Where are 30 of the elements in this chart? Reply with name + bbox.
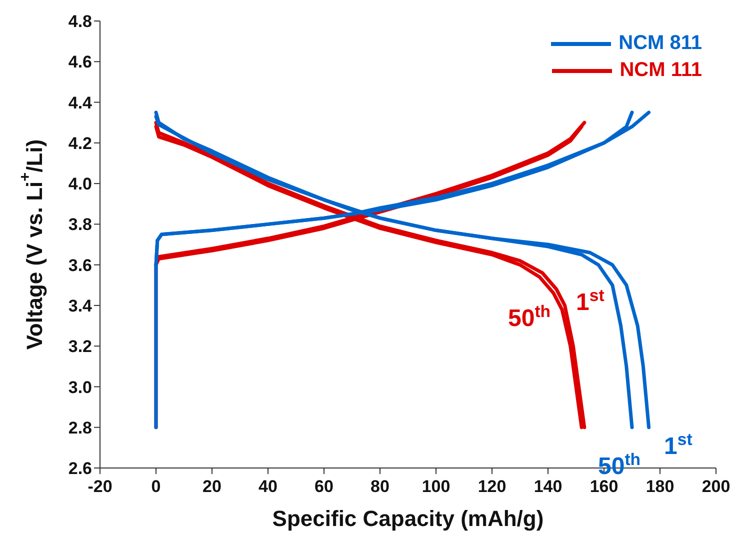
x-tick-label: 60 <box>314 477 334 496</box>
x-tick-label: 140 <box>534 477 562 496</box>
y-tick-label: 4.2 <box>68 134 92 153</box>
y-tick-label: 3.4 <box>68 296 93 316</box>
x-tick-label: 40 <box>258 477 278 496</box>
y-tick-label: 3.8 <box>68 215 92 234</box>
x-tick-label: 160 <box>590 477 618 496</box>
y-tick-label: 3.6 <box>68 256 92 275</box>
y-tick-label: 4.6 <box>68 52 92 72</box>
y-tick-label: 2.8 <box>68 418 92 438</box>
x-tick-label: -20 <box>88 477 112 496</box>
x-tick-label: 200 <box>702 477 730 496</box>
x-tick-label: 180 <box>646 477 674 496</box>
y-tick-label: 3.2 <box>68 337 92 356</box>
x-tick-label: 80 <box>370 477 390 496</box>
annotation: 1$^{st}$ <box>576 286 605 316</box>
y-tick-label: 2.6 <box>68 459 92 478</box>
annotation: 50$^{th}$ <box>508 302 551 332</box>
x-tick-label: 100 <box>422 477 450 496</box>
x-axis-title: Specific Capacity (mAh/g) <box>272 506 544 531</box>
y-tick-label: 4.8 <box>68 12 92 32</box>
legend-label: NCM 111 <box>620 59 702 82</box>
legend-label: NCM 811 <box>618 32 702 55</box>
x-tick-label: 20 <box>202 477 222 496</box>
y-tick-label: 4.0 <box>68 174 92 194</box>
y-tick-label: 4.4 <box>68 93 93 112</box>
x-tick-label: 120 <box>478 477 506 496</box>
x-tick-label: 0 <box>151 477 161 496</box>
annotation: 1$^{st}$ <box>664 430 693 460</box>
y-tick-label: 3.0 <box>68 378 92 397</box>
